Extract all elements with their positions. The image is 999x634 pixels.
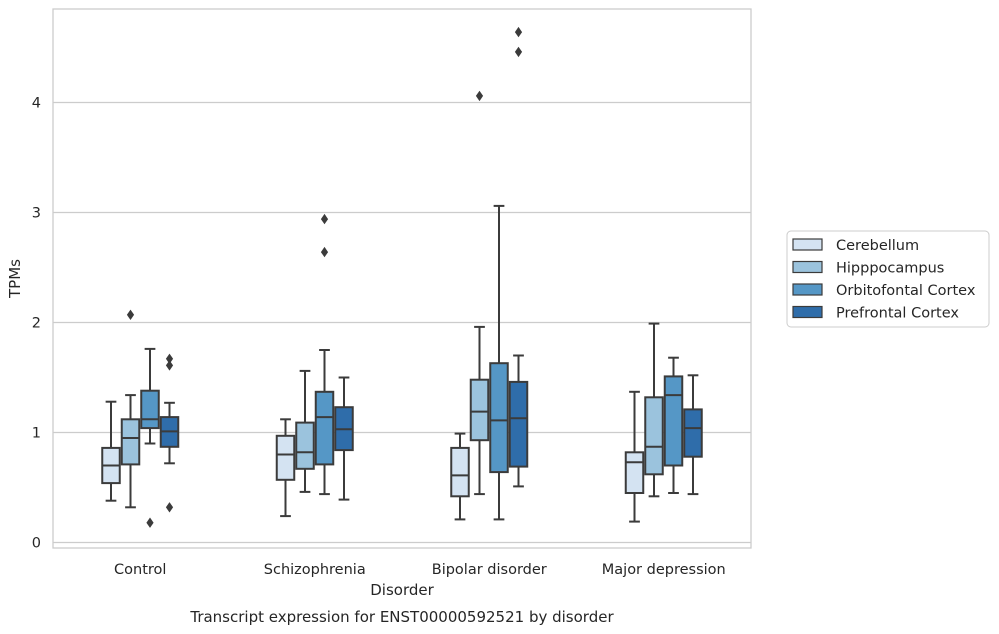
box [489,362,509,474]
legend-swatch [792,238,823,251]
outlier-point [146,517,154,528]
box [469,378,490,442]
outlier-point [514,46,523,58]
box [644,396,664,476]
y-tick-label: 1 [32,426,41,442]
plot-frame [52,8,752,549]
outlier-point [320,246,329,258]
box [140,389,160,430]
outlier-point [514,26,523,38]
y-tick-label: 2 [32,316,41,332]
box [295,421,315,470]
y-axis-ticks: 0 1 2 3 4 [32,96,41,552]
outlier-point [165,502,174,513]
chart-title: Transcript expression for ENST0000059252… [189,608,614,626]
box [314,390,335,466]
outlier-point [165,353,174,364]
y-tick-label: 0 [32,536,41,552]
legend-label: Orbitofontal Cortex [836,283,976,299]
box [508,380,529,468]
outlier-point [320,213,329,225]
box-plot-series [101,26,703,528]
legend-label: Hipppocampus [836,261,944,277]
x-tick-label: Schizophrenia [264,562,366,578]
outlier-point [475,90,484,102]
legend-box [786,230,990,328]
box [663,375,684,467]
y-axis-label: TPMs [6,259,24,299]
box [624,451,645,494]
x-tick-label: Major depression [602,562,726,578]
x-tick-label: Bipolar disorder [432,562,547,578]
x-axis-ticks: Control Schizophrenia Bipolar disorder Majo… [114,562,726,578]
legend: Cerebellum Hipppocampus Orbitofontal Corte… [786,230,990,328]
legend-swatch [792,260,823,274]
y-gridlines [53,101,751,544]
legend-label: Cerebellum [836,238,919,254]
outlier-point [126,309,135,320]
outlier-point [165,360,174,371]
box [683,408,703,458]
legend-label: Prefrontal Cortex [836,306,959,322]
x-tick-label: Control [114,562,166,578]
box [275,434,296,481]
x-axis-label: Disorder [370,581,434,599]
legend-swatch [792,283,823,296]
legend-swatch [792,305,823,319]
y-tick-label: 3 [32,206,41,222]
y-tick-label: 4 [32,96,41,112]
box [120,418,141,466]
box [450,446,470,498]
